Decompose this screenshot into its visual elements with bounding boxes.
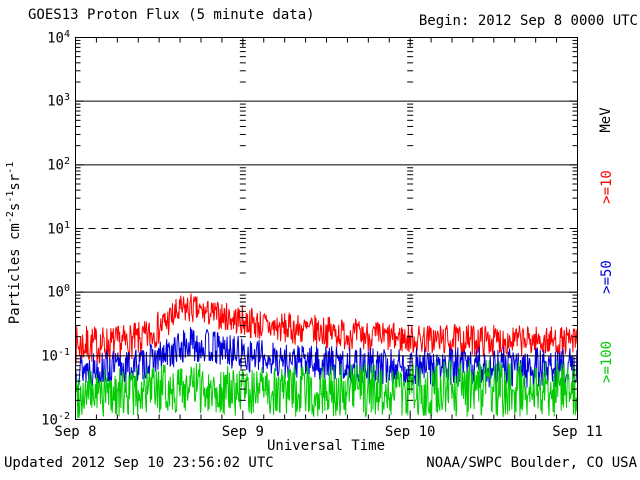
source-credit: NOAA/SWPC Boulder, CO USA <box>426 455 637 471</box>
legend-ge50-label: >=50 <box>599 260 615 294</box>
y-tick-label: 101 <box>47 219 70 238</box>
y-tick-label: 104 <box>47 28 70 47</box>
begin-timestamp: Begin: 2012 Sep 8 0000 UTC <box>418 13 638 29</box>
x-tick-label: Sep 8 <box>54 424 97 440</box>
y-tick-label: 102 <box>47 155 70 174</box>
x-tick-label: Sep 10 <box>384 424 436 440</box>
y-tick-label: 10-1 <box>41 346 70 365</box>
series-p_ge100 <box>75 360 578 419</box>
right-axis-unit-label: MeV <box>598 107 614 133</box>
y-axis-label: Particles cm-2s-1sr-1 <box>5 161 23 325</box>
series-p_ge10 <box>75 293 578 366</box>
y-tick-label: 10-2 <box>41 410 70 429</box>
x-axis-label: Universal Time <box>266 438 386 454</box>
y-tick-label: 103 <box>47 92 70 110</box>
x-tick-label: Sep 11 <box>552 424 603 440</box>
chart-title: GOES13 Proton Flux (5 minute data) <box>28 7 315 23</box>
legend-ge100-label: >=100 <box>599 340 615 384</box>
legend-ge10-label: >=10 <box>599 170 615 204</box>
x-tick-label: Sep 9 <box>221 424 264 440</box>
y-tick-label: 100 <box>47 283 70 301</box>
updated-timestamp: Updated 2012 Sep 10 23:56:02 UTC <box>4 455 274 471</box>
